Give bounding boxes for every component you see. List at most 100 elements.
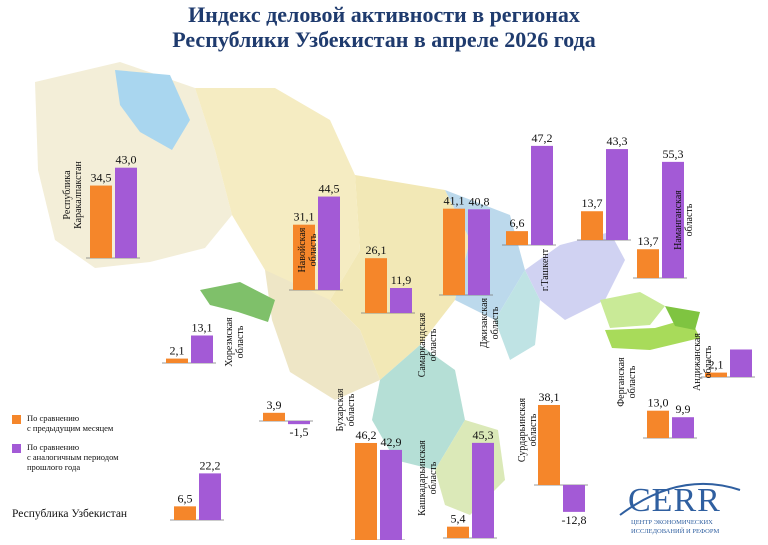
data-label-yearly: 44,5 (319, 182, 340, 196)
region-name-label: Сурдарьинская (517, 397, 528, 462)
data-label-yearly: 45,3 (473, 428, 494, 442)
region-name-label: область (428, 328, 439, 361)
data-label-yearly: 22,2 (200, 458, 221, 472)
bar-monthly (647, 410, 669, 438)
map-khorezm-region (200, 282, 275, 322)
region-name-label: Республика (62, 170, 73, 220)
map-syrdarya-region (495, 270, 540, 360)
region-name-label: Навойская (297, 227, 308, 272)
legend-swatch-monthly (12, 415, 21, 424)
data-label-yearly: 40,8 (469, 194, 490, 208)
data-label-monthly: 13,0 (648, 396, 669, 410)
region-name-label: область (490, 306, 501, 339)
bar-monthly (355, 442, 377, 540)
legend-yearly-line1: По сравнению (27, 442, 80, 452)
bar-yearly (191, 335, 213, 363)
country-label: Республика Узбекистан (12, 508, 127, 520)
data-label-monthly: 2,1 (709, 358, 724, 372)
bar-yearly (563, 485, 585, 512)
logo-sub-line1: ЦЕНТР ЭКОНОМИЧЕСКИХ (631, 519, 713, 526)
legend-swatch-yearly (12, 444, 21, 453)
data-label-yearly: 55,3 (663, 147, 684, 161)
region-name-label: область (703, 345, 714, 378)
data-label-yearly: -12,8 (562, 513, 587, 527)
bar-monthly (174, 506, 196, 520)
bar-yearly (288, 421, 310, 425)
data-label-monthly: 31,1 (294, 210, 315, 224)
logo-text: CERR (628, 482, 721, 519)
legend-yearly-line3: прошлого года (27, 462, 80, 472)
bar-monthly (538, 404, 560, 485)
map-bukhara-region (265, 270, 380, 400)
data-label-yearly: 47,2 (532, 131, 553, 145)
data-label-yearly: 13,1 (192, 320, 213, 334)
data-label-yearly: 9,9 (676, 402, 691, 416)
data-label-monthly: 41,1 (444, 194, 465, 208)
data-label-yearly: 43,3 (607, 134, 628, 148)
data-label-monthly: 26,1 (366, 243, 387, 257)
logo-swoosh (619, 482, 741, 516)
map-kashkadarya-region (372, 345, 465, 470)
cerr-logo: CERR ЦЕНТР ЭКОНОМИЧЕСКИХ ИССЛЕДОВАНИЙ И … (619, 482, 741, 535)
region-name-label: Бухарская (335, 388, 346, 431)
legend-yearly-line2: с аналогичным периодом (27, 452, 119, 462)
logo-sub-line2: ИССЛЕДОВАНИЙ И РЕФОРМ (631, 527, 719, 535)
chart-marks: 34,5 43,0 Республика Каракалпакстан 31,1 44,5… (62, 131, 755, 541)
chart-title-line1: Индекс деловой активности в регионах (188, 2, 580, 27)
bar-monthly (365, 258, 387, 313)
bar-monthly (293, 224, 315, 290)
data-label-monthly: 46,2 (356, 428, 377, 442)
data-label-monthly: 3,9 (267, 398, 282, 412)
bar-yearly (390, 288, 412, 313)
region-name-label: область (346, 393, 357, 426)
region-name-label: Каракалпакстан (73, 160, 84, 228)
data-label-yearly: 11,9 (391, 273, 412, 287)
data-label-yearly: 42,9 (381, 435, 402, 449)
map-tashkent-region (525, 232, 625, 320)
region-name-label: область (627, 365, 638, 398)
region-name-label: область (235, 325, 246, 358)
legend-monthly-line2: с предыдущим месяцем (27, 423, 114, 433)
data-label-monthly: 2,1 (170, 344, 185, 358)
region-name-label: Джизакская (479, 297, 490, 348)
bar-yearly (472, 442, 494, 538)
region-name-label: Хорезмская (224, 317, 235, 367)
region-name-label: г.Ташкент (540, 248, 551, 291)
region-name-label: Ферганская (616, 357, 627, 407)
data-label-monthly: 6,5 (178, 491, 193, 505)
bar-yearly (531, 145, 553, 245)
bar-monthly (506, 231, 528, 245)
region-name-label: область (428, 461, 439, 494)
bar-monthly (581, 211, 603, 240)
bar-yearly (199, 473, 221, 520)
data-label-monthly: 13,7 (582, 196, 603, 210)
bar-monthly (263, 412, 285, 421)
bar-yearly (606, 149, 628, 240)
map-aral-sea (115, 70, 190, 150)
bar-yearly (318, 196, 340, 290)
data-label-monthly: 13,7 (638, 234, 659, 248)
legend-monthly-line1: По сравнению (27, 413, 80, 423)
data-label-monthly: 34,5 (91, 171, 112, 185)
bar-yearly (380, 449, 402, 540)
data-label-monthly: 38,1 (539, 390, 560, 404)
chart-title-line2: Республики Узбекистан в апреле 2026 года (172, 27, 596, 52)
map-samarkand-region (330, 175, 470, 380)
bar-monthly (443, 208, 465, 295)
data-label-yearly: 43,0 (116, 153, 137, 167)
data-label-yearly: -1,5 (290, 425, 309, 439)
bar-yearly (662, 161, 684, 278)
bar-monthly (90, 185, 112, 258)
bar-monthly (166, 358, 188, 363)
bar-monthly (637, 249, 659, 278)
data-label-monthly: 5,4 (451, 512, 466, 526)
bar-yearly (730, 349, 752, 377)
bar-yearly (115, 167, 137, 258)
region-name-label: Кашкадарьинская (417, 440, 428, 516)
bar-monthly (447, 526, 469, 538)
data-label-monthly: 6,6 (510, 216, 525, 230)
map-background (35, 62, 700, 515)
bar-yearly (468, 209, 490, 295)
